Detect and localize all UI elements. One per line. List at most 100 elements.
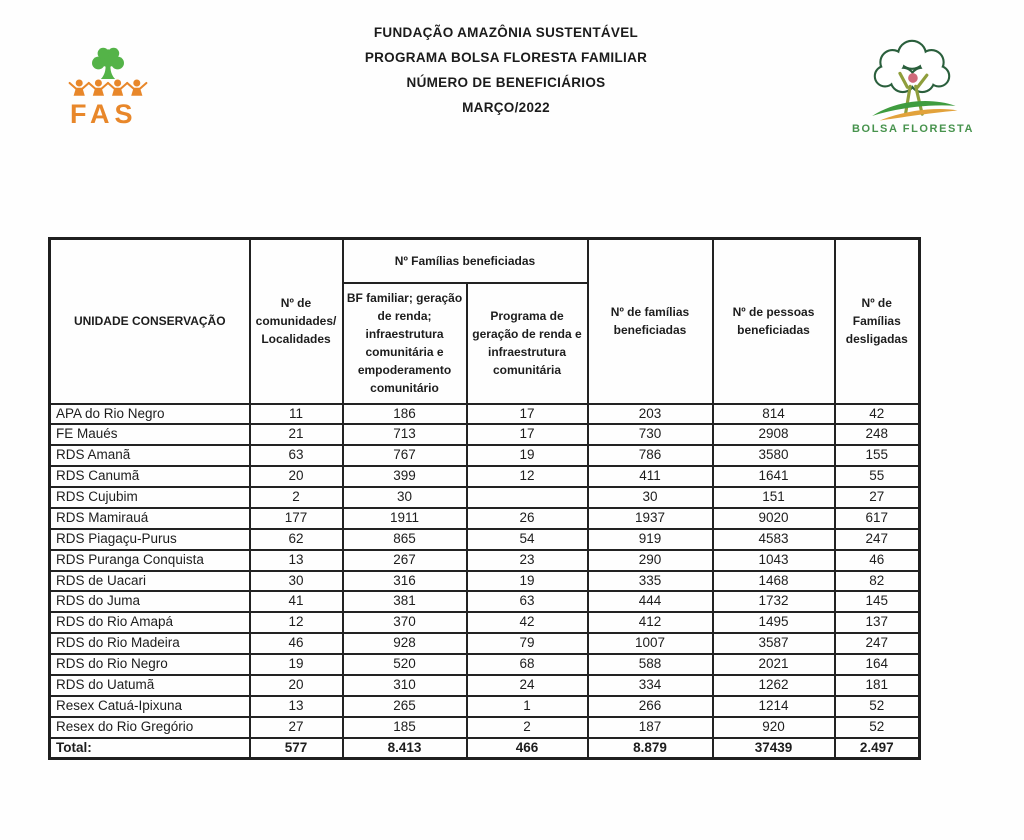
value-cell: 63	[248, 444, 344, 468]
value-cell: 4583	[711, 527, 836, 551]
beneficiaries-table: UNIDADE CONSERVAÇÃO Nº de comunidades/ L…	[48, 237, 921, 761]
value-cell: 11	[248, 402, 344, 426]
title-line-1: FUNDAÇÃO AMAZÔNIA SUSTENTÁVEL	[373, 25, 639, 40]
bolsa-floresta-graphic	[872, 39, 958, 121]
conservation-unit-name: RDS do Rio Madeira	[48, 632, 251, 655]
value-cell: 12	[465, 465, 589, 488]
table-row: FE Maués 21 713 17 730 2908 248	[48, 423, 921, 447]
value-cell: 370	[341, 611, 468, 635]
value-cell: 52	[833, 694, 921, 718]
conservation-unit-name: Resex Catuá-Ipixuna	[48, 694, 251, 718]
value-cell: 42	[833, 402, 921, 426]
value-cell: 928	[341, 632, 468, 655]
value-cell: 19	[465, 569, 589, 593]
value-cell: 444	[586, 590, 714, 614]
table-row: Resex do Rio Gregório 27 185 2 187 920 52	[48, 715, 921, 739]
table-row: RDS do Uatumã 20 310 24 334 1262 181	[48, 673, 921, 697]
value-cell: 13	[248, 548, 344, 572]
value-cell: 30	[586, 486, 714, 509]
value-cell: 267	[341, 548, 468, 572]
col-header-bf-familiar: BF familiar; geração de renda; infraestr…	[341, 281, 468, 405]
value-cell: 814	[711, 402, 836, 426]
col-header-programa: Programa de geração de renda e infraestr…	[465, 281, 589, 405]
table-row: RDS do Rio Madeira 46 928 79 1007 3587 247	[48, 632, 921, 655]
total-value-cell: 2.497	[833, 736, 921, 760]
value-cell: 164	[833, 653, 921, 676]
value-cell: 2	[248, 486, 344, 509]
conservation-unit-name: RDS Canumã	[48, 465, 251, 488]
table-row: RDS do Rio Negro 19 520 68 588 2021 164	[48, 653, 921, 676]
value-cell: 19	[248, 653, 344, 676]
value-cell: 20	[248, 673, 344, 697]
value-cell: 247	[833, 527, 921, 551]
value-cell: 41	[248, 590, 344, 614]
header-row-group: UNIDADE CONSERVAÇÃO Nº de comunidades/ L…	[48, 237, 921, 405]
table-row: RDS Amanã 63 767 19 786 3580 155	[48, 444, 921, 468]
value-cell: 62	[248, 527, 344, 551]
value-cell: 46	[833, 548, 921, 572]
conservation-unit-name: RDS do Rio Negro	[48, 653, 251, 676]
title-line-2: PROGRAMA BOLSA FLORESTA FAMILIAR	[364, 50, 648, 65]
value-cell: 588	[586, 653, 714, 676]
table-total-row: Total: 577 8.413 466 8.879 37439 2.497	[48, 736, 921, 760]
value-cell: 1732	[711, 590, 836, 614]
table-row: APA do Rio Negro 11 186 17 203 814 42	[48, 402, 921, 426]
bolsa-floresta-logo: BOLSA FLORESTA	[852, 34, 972, 135]
value-cell: 3587	[711, 632, 836, 655]
conservation-unit-name: RDS do Juma	[48, 590, 251, 614]
conservation-unit-name: RDS Puranga Conquista	[48, 548, 251, 572]
table-header: UNIDADE CONSERVAÇÃO Nº de comunidades/ L…	[48, 237, 921, 405]
value-cell: 187	[586, 715, 714, 739]
value-cell: 767	[341, 444, 468, 468]
table-row: RDS Canumã 20 399 12 411 1641 55	[48, 465, 921, 488]
value-cell: 2908	[711, 423, 836, 447]
value-cell: 186	[341, 402, 468, 426]
value-cell: 9020	[711, 506, 836, 530]
fas-logo-text: FAS	[70, 99, 138, 129]
value-cell: 19	[465, 444, 589, 468]
conservation-unit-name: RDS do Uatumã	[48, 673, 251, 697]
value-cell: 335	[586, 569, 714, 593]
conservation-unit-name: RDS Cujubim	[48, 486, 251, 509]
fas-logo: FAS	[66, 42, 150, 128]
conservation-unit-name: RDS Amanã	[48, 444, 251, 468]
value-cell: 63	[465, 590, 589, 614]
value-cell: 786	[586, 444, 714, 468]
total-label: Total:	[48, 736, 251, 760]
value-cell: 2021	[711, 653, 836, 676]
value-cell: 3580	[711, 444, 836, 468]
col-header-familias-desligadas: Nº de Famílias desligadas	[833, 237, 921, 405]
value-cell: 55	[833, 465, 921, 488]
value-cell: 334	[586, 673, 714, 697]
value-cell: 290	[586, 548, 714, 572]
total-value-cell: 37439	[711, 736, 836, 760]
value-cell: 520	[341, 653, 468, 676]
value-cell: 399	[341, 465, 468, 488]
header-row-sub: BF familiar; geração de renda; infraestr…	[50, 281, 920, 405]
value-cell: 310	[341, 673, 468, 697]
value-cell: 730	[586, 423, 714, 447]
value-cell: 155	[833, 444, 921, 468]
value-cell: 617	[833, 506, 921, 530]
conservation-unit-name: RDS de Uacari	[48, 569, 251, 593]
table-row: RDS Mamirauá 177 1911 26 1937 9020 617	[48, 506, 921, 530]
col-header-communities: Nº de comunidades/ Localidades	[248, 237, 344, 405]
value-cell: 46	[248, 632, 344, 655]
value-cell: 1641	[711, 465, 836, 488]
total-value-cell: 577	[248, 736, 344, 760]
value-cell: 27	[248, 715, 344, 739]
value-cell: 265	[341, 694, 468, 718]
table-row: RDS de Uacari 30 316 19 335 1468 82	[48, 569, 921, 593]
value-cell: 919	[586, 527, 714, 551]
value-cell: 23	[465, 548, 589, 572]
value-cell: 68	[465, 653, 589, 676]
value-cell: 20	[248, 465, 344, 488]
value-cell: 17	[465, 402, 589, 426]
table-row: Resex Catuá-Ipixuna 13 265 1 266 1214 52	[48, 694, 921, 718]
bolsa-floresta-label: BOLSA FLORESTA	[852, 123, 975, 135]
value-cell: 203	[586, 402, 714, 426]
value-cell: 1911	[341, 506, 468, 530]
value-cell: 17	[465, 423, 589, 447]
value-cell: 266	[586, 694, 714, 718]
col-header-group-familias-beneficiadas: Nº Famílias beneficiadas	[341, 237, 589, 284]
